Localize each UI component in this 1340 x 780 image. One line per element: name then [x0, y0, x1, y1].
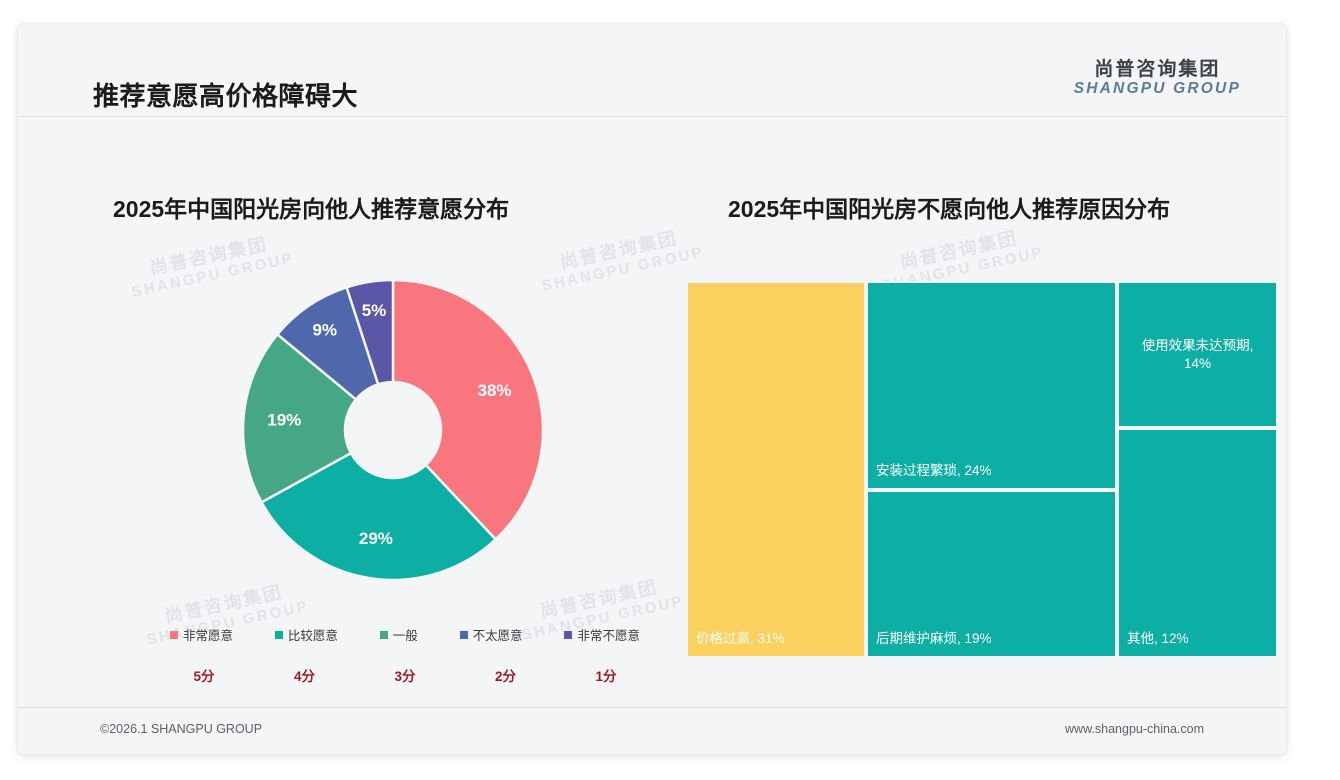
treemap-cell[interactable]: 其他, 12%	[1117, 428, 1278, 658]
legend-item[interactable]: 比较愿意	[274, 625, 338, 644]
score-label: 2分	[494, 669, 516, 684]
legend-swatch-icon	[564, 630, 573, 639]
donut-slice-label: 38%	[478, 381, 512, 400]
legend-label: 非常不愿意	[577, 629, 640, 643]
treemap-cell[interactable]: 使用效果未达预期, 14%	[1117, 281, 1278, 428]
footer-copyright: ©2026.1 SHANGPU GROUP	[100, 722, 263, 736]
treemap-cell-label: 其他, 12%	[1127, 630, 1189, 646]
legend-item[interactable]: 非常愿意	[170, 625, 233, 644]
brand-logo: 尚普咨询集团 SHANGPU GROUP	[1074, 60, 1241, 97]
page-title: 推荐意愿高价格障碍大	[93, 81, 359, 111]
legend-item[interactable]: 不太愿意	[459, 625, 523, 644]
slide-footer: ©2026.1 SHANGPU GROUP www.shangpu-china.…	[18, 707, 1286, 754]
right-chart-title: 2025年中国阳光房不愿向他人推荐原因分布	[728, 196, 1171, 222]
donut-slice[interactable]	[391, 278, 545, 542]
watermark-cn: 尚普咨询集团	[163, 581, 285, 627]
score-label: 4分	[293, 669, 315, 684]
watermark: 尚普咨询集团 SHANGPU GROUP	[536, 223, 706, 295]
treemap-cell-label: 使用效果未达预期, 14%	[1141, 338, 1254, 372]
score-label: 3分	[394, 669, 416, 684]
left-chart-title: 2025年中国阳光房向他人推荐意愿分布	[113, 196, 510, 222]
score-label: 5分	[193, 669, 215, 684]
donut-slice-label: 19%	[267, 411, 301, 430]
donut-slice[interactable]	[259, 451, 498, 582]
footer-website: www.shangpu-china.com	[1065, 722, 1204, 736]
treemap-chart: 价格过高, 31% 安装过程繁琐, 24% 后期维护麻烦, 19% 使用效果未达预期,…	[686, 281, 1278, 658]
treemap-cell-label: 后期维护麻烦, 19%	[876, 630, 992, 646]
donut-slice-label: 29%	[359, 529, 393, 548]
logo-cn-text: 尚普咨询集团	[1094, 59, 1221, 80]
legend-swatch-icon	[379, 630, 388, 639]
watermark-cn: 尚普咨询集团	[148, 233, 270, 279]
slide-canvas: 尚普咨询集团 SHANGPU GROUP 尚普咨询集团 SHANGPU GROU…	[18, 24, 1286, 754]
slide-header: 推荐意愿高价格障碍大 尚普咨询集团 SHANGPU GROUP	[18, 24, 1286, 117]
legend-swatch-icon	[170, 630, 178, 639]
legend-swatch-icon	[274, 630, 283, 639]
legend-swatch-icon	[459, 630, 468, 639]
donut-chart-svg: 38% 29% 19% 9% 5%	[241, 278, 545, 582]
watermark-cn: 尚普咨询集团	[558, 227, 680, 273]
treemap-cell-label: 安装过程繁琐, 24%	[876, 462, 992, 478]
score-label: 1分	[595, 669, 617, 684]
legend-label: 不太愿意	[472, 629, 523, 643]
donut-legend: 非常愿意 比较愿意 一般 不太愿意 非常不愿意	[170, 625, 640, 644]
watermark-en: SHANGPU GROUP	[540, 243, 706, 295]
treemap-cell-label: 价格过高, 31%	[696, 630, 785, 646]
legend-label: 一般	[392, 629, 418, 643]
donut-slice[interactable]	[345, 278, 395, 386]
treemap-cell[interactable]: 后期维护麻烦, 19%	[866, 490, 1117, 658]
treemap-cell[interactable]: 价格过高, 31%	[686, 281, 866, 658]
legend-item[interactable]: 非常不愿意	[564, 625, 640, 644]
logo-en-text: SHANGPU GROUP	[1073, 79, 1241, 97]
legend-item[interactable]: 一般	[379, 625, 418, 644]
donut-slice-label: 5%	[362, 301, 387, 320]
score-scale-row: 5分 4分 3分 2分 1分	[170, 665, 640, 685]
legend-label: 非常愿意	[183, 629, 234, 643]
treemap-cell[interactable]: 安装过程繁琐, 24%	[866, 281, 1117, 490]
legend-label: 比较愿意	[287, 629, 338, 643]
donut-slice-label: 9%	[312, 321, 337, 340]
donut-chart: 38% 29% 19% 9% 5%	[240, 277, 546, 583]
watermark-cn: 尚普咨询集团	[898, 227, 1020, 273]
